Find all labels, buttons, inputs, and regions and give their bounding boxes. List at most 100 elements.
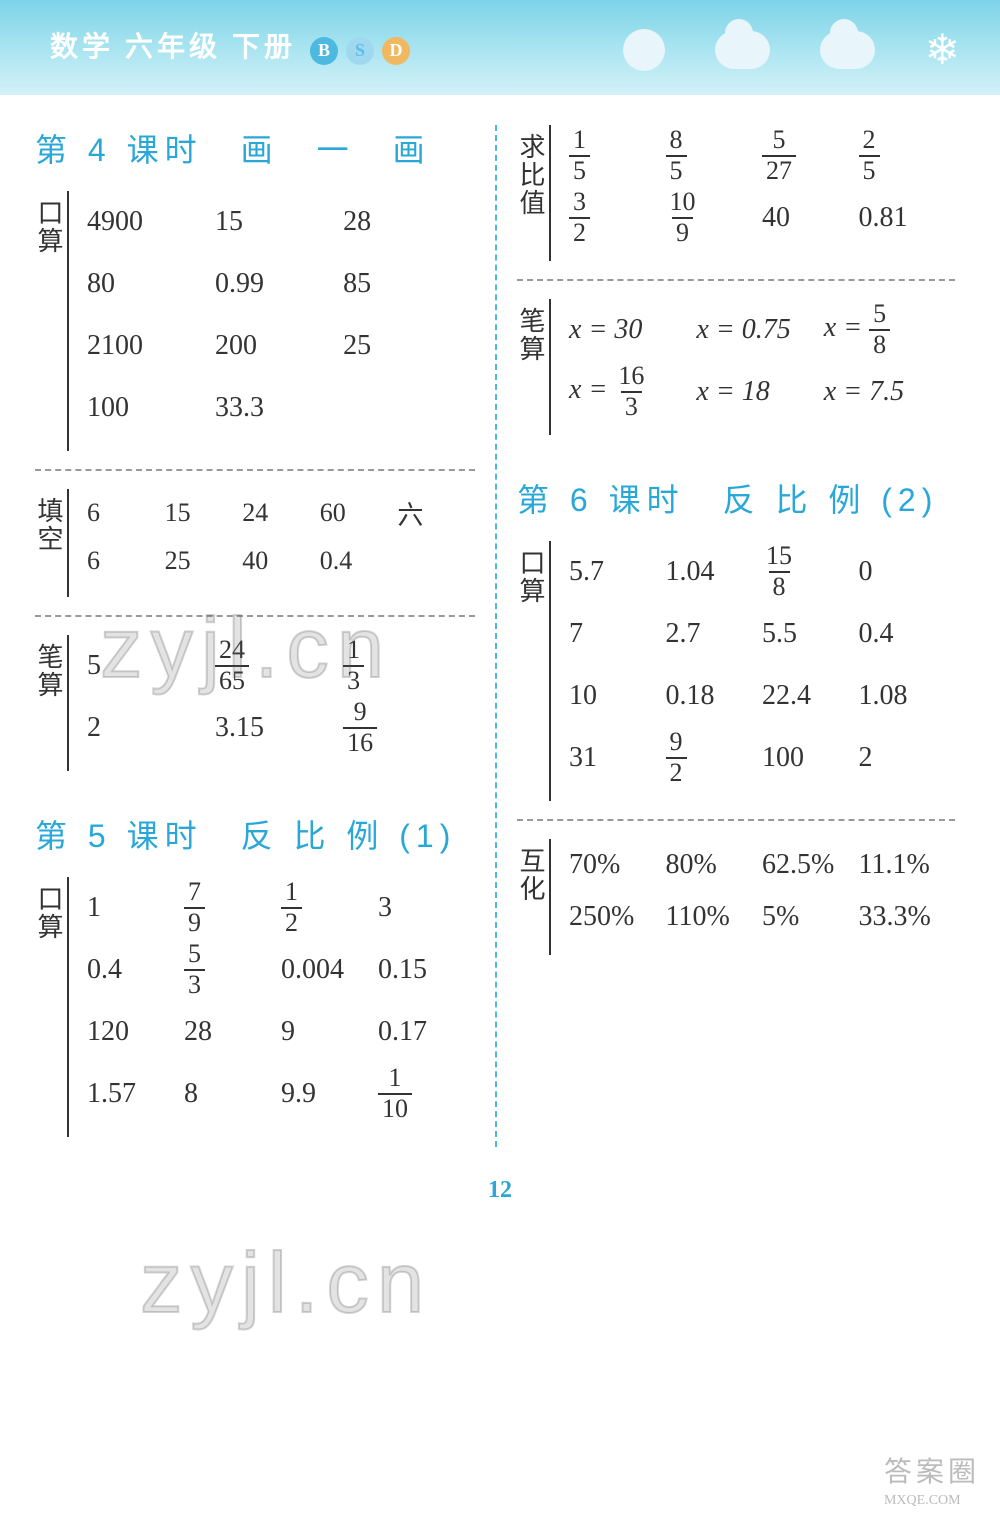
data-cell: 9 xyxy=(281,1016,378,1048)
data-cell: x = 7.5 xyxy=(824,376,951,408)
data-cell: 1.08 xyxy=(859,680,956,712)
right-bisuan: 笔算 x = 30x = 0.75x = 58x = 163x = 18x = … xyxy=(517,299,955,435)
cloud-icon xyxy=(820,31,875,69)
data-cell: 120 xyxy=(87,1016,184,1048)
data-cell: x = 0.75 xyxy=(696,314,823,346)
badge-s: S xyxy=(346,37,374,65)
section-content: 1791230.4530.0040.151202890.171.5789.911… xyxy=(67,877,475,1137)
divider xyxy=(517,279,955,281)
badge-b: B xyxy=(310,37,338,65)
section-label: 求比值 xyxy=(517,125,549,261)
footer-watermark: 答案圈 MXQE.COM xyxy=(884,1455,980,1510)
data-cell: 200 xyxy=(215,330,343,362)
lesson4-bisuan: 笔算 524651323.15916 xyxy=(35,635,475,771)
data-cell: 916 xyxy=(343,698,471,757)
data-cell: 5.5 xyxy=(762,618,859,650)
data-cell: 2100 xyxy=(87,330,215,362)
data-cell: 100 xyxy=(762,742,859,774)
footer-line2: MXQE.COM xyxy=(884,1492,980,1510)
data-cell: 六 xyxy=(397,495,475,532)
section-content: 49001528800.998521002002510033.3 xyxy=(67,191,475,451)
data-cell: 13 xyxy=(343,636,471,695)
data-cell: 1.57 xyxy=(87,1078,184,1110)
data-cell: 5 xyxy=(87,650,215,682)
fraction: 79 xyxy=(184,878,205,937)
data-cell: 109 xyxy=(666,188,763,247)
header-decorations: ❄ xyxy=(623,25,960,75)
data-row: x = 30x = 0.75x = 58 xyxy=(569,299,955,361)
data-cell: 4900 xyxy=(87,206,215,238)
data-cell: 0.4 xyxy=(87,954,184,986)
qiubizhi-section: 求比值 15855272532109400.81 xyxy=(517,125,955,261)
data-row: 1.5789.9110 xyxy=(87,1063,475,1125)
section-content: 524651323.15916 xyxy=(67,635,475,771)
data-cell: 2 xyxy=(859,742,956,774)
data-row: 6152460六 xyxy=(87,489,475,537)
page-number: 12 xyxy=(0,1167,1000,1204)
sun-icon xyxy=(623,29,665,71)
data-cell: 2465 xyxy=(215,636,343,695)
data-cell: 0.004 xyxy=(281,954,378,986)
data-cell: 2 xyxy=(87,712,215,744)
data-cell: 28 xyxy=(343,206,471,238)
page-header: 数学 六年级 下册 B S D ❄ xyxy=(0,0,1000,95)
section-label: 口算 xyxy=(35,877,67,1137)
data-cell: 250% xyxy=(569,901,666,933)
data-cell: 31 xyxy=(569,742,666,774)
data-row: 800.9985 xyxy=(87,253,475,315)
data-cell: x = 30 xyxy=(569,314,696,346)
fraction: 13 xyxy=(343,636,364,695)
data-cell: 5.7 xyxy=(569,556,666,588)
data-cell: 62.5% xyxy=(762,849,859,881)
data-row: x = 163x = 18x = 7.5 xyxy=(569,361,955,423)
fraction: 163 xyxy=(614,362,648,421)
lesson4-kousuan: 口算 49001528800.998521002002510033.3 xyxy=(35,191,475,451)
data-cell: 7 xyxy=(569,618,666,650)
data-row: 1202890.17 xyxy=(87,1001,475,1063)
fraction: 25 xyxy=(859,126,880,185)
data-cell: 25 xyxy=(859,126,956,185)
data-cell: 0 xyxy=(859,556,956,588)
data-cell: 158 xyxy=(762,542,859,601)
data-cell: 24 xyxy=(242,498,320,528)
data-cell: 28 xyxy=(184,1016,281,1048)
fraction: 92 xyxy=(666,728,687,787)
section-content: 15855272532109400.81 xyxy=(549,125,955,261)
data-cell: 110% xyxy=(666,901,763,933)
data-row: 72.75.50.4 xyxy=(569,603,955,665)
fraction: 158 xyxy=(762,542,796,601)
data-row: 70%80%62.5%11.1% xyxy=(569,839,955,891)
fraction: 12 xyxy=(281,878,302,937)
right-column: 求比值 15855272532109400.81 笔算 x = 30x = 0.… xyxy=(495,125,955,1147)
data-row: 49001528 xyxy=(87,191,475,253)
data-cell: 15 xyxy=(215,206,343,238)
data-row: 210020025 xyxy=(87,315,475,377)
data-row: 32109400.81 xyxy=(569,187,955,249)
data-cell: 80 xyxy=(87,268,215,300)
data-row: 5.71.041580 xyxy=(569,541,955,603)
page-content: 第 4 课时 画 一 画 口算 49001528800.998521002002… xyxy=(0,95,1000,1167)
data-cell: 0.4 xyxy=(859,618,956,650)
data-cell: 6 xyxy=(87,546,165,576)
lesson4-tiankong: 填空 6152460六625400.4 xyxy=(35,489,475,597)
data-cell: 85 xyxy=(666,126,763,185)
data-row: 158552725 xyxy=(569,125,955,187)
data-cell: 11.1% xyxy=(859,849,956,881)
section-label: 笔算 xyxy=(35,635,67,771)
fraction: 109 xyxy=(666,188,700,247)
data-cell: 2.7 xyxy=(666,618,763,650)
data-cell: 25 xyxy=(165,546,243,576)
section-content: 70%80%62.5%11.1%250%110%5%33.3% xyxy=(549,839,955,955)
data-cell: 92 xyxy=(666,728,763,787)
lesson5-kousuan: 口算 1791230.4530.0040.151202890.171.5789.… xyxy=(35,877,475,1137)
cloud-icon xyxy=(715,31,770,69)
divider xyxy=(517,819,955,821)
header-title: 数学 六年级 下册 xyxy=(50,32,296,63)
data-cell: x = 163 xyxy=(569,362,696,421)
data-row: 10033.3 xyxy=(87,377,475,439)
data-row: 179123 xyxy=(87,877,475,939)
section-label: 填空 xyxy=(35,489,67,597)
fraction: 58 xyxy=(869,300,890,359)
data-cell: 110 xyxy=(378,1064,475,1123)
lesson6-title: 第 6 课时 反 比 例 (2) xyxy=(517,475,955,521)
